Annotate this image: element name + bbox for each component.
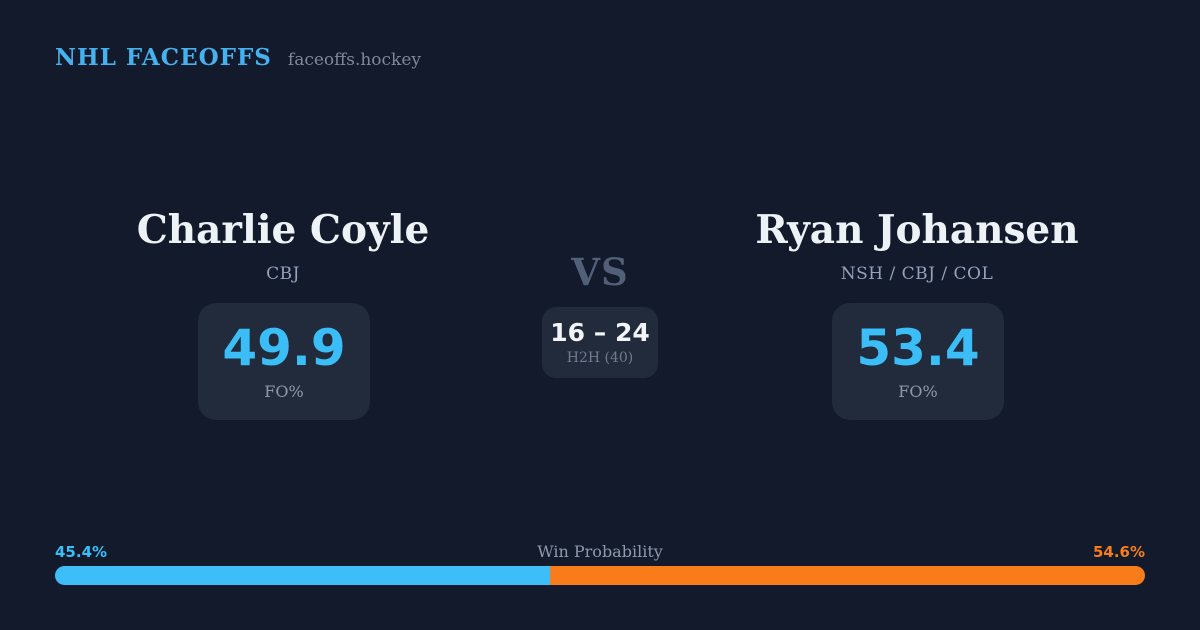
fo-stat-card-left: 49.9 FO%	[198, 303, 370, 420]
win-probability-bar-right-segment	[549, 566, 1145, 585]
win-probability-labels: 45.4% Win Probability 54.6%	[55, 542, 1145, 561]
win-probability-right-pct: 54.6%	[1092, 543, 1145, 561]
h2h-card: 16 – 24 H2H (40)	[542, 307, 658, 378]
win-probability-left-pct: 45.4%	[55, 543, 108, 561]
fo-value-right: 53.4	[856, 318, 980, 377]
vs-label: VS	[571, 250, 629, 294]
player-left: Charlie Coyle CBJ	[58, 208, 508, 284]
fo-value-left: 49.9	[222, 318, 346, 377]
fo-stat-card-right: 53.4 FO%	[832, 303, 1004, 420]
brand-title: NHL FACEOFFS	[55, 44, 272, 71]
player-left-teams: CBJ	[266, 263, 300, 284]
h2h-label: H2H (40)	[566, 349, 634, 366]
header: NHL FACEOFFS faceoffs.hockey	[55, 44, 421, 71]
site-domain: faceoffs.hockey	[287, 50, 422, 70]
win-probability-bar	[55, 566, 1145, 585]
player-right-name: Ryan Johansen	[755, 207, 1079, 253]
fo-label-left: FO%	[264, 381, 304, 401]
player-right: Ryan Johansen NSH / CBJ / COL	[692, 208, 1142, 284]
h2h-score: 16 – 24	[550, 318, 650, 348]
win-probability-title: Win Probability	[537, 542, 663, 561]
fo-label-right: FO%	[898, 381, 938, 401]
win-probability-bar-left-segment	[55, 566, 550, 585]
player-right-teams: NSH / CBJ / COL	[840, 263, 994, 284]
player-left-name: Charlie Coyle	[136, 207, 430, 253]
